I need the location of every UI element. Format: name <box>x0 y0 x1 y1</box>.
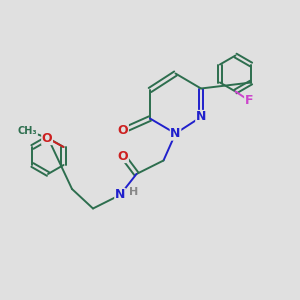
Text: H: H <box>129 187 138 197</box>
Text: N: N <box>170 127 181 140</box>
Text: N: N <box>196 110 206 124</box>
Text: O: O <box>118 149 128 163</box>
Text: N: N <box>115 188 125 202</box>
Text: CH₃: CH₃ <box>18 125 38 136</box>
Text: methoxy: methoxy <box>0 299 1 300</box>
Text: O: O <box>42 131 52 145</box>
Text: F: F <box>245 94 253 107</box>
Text: O: O <box>118 124 128 137</box>
